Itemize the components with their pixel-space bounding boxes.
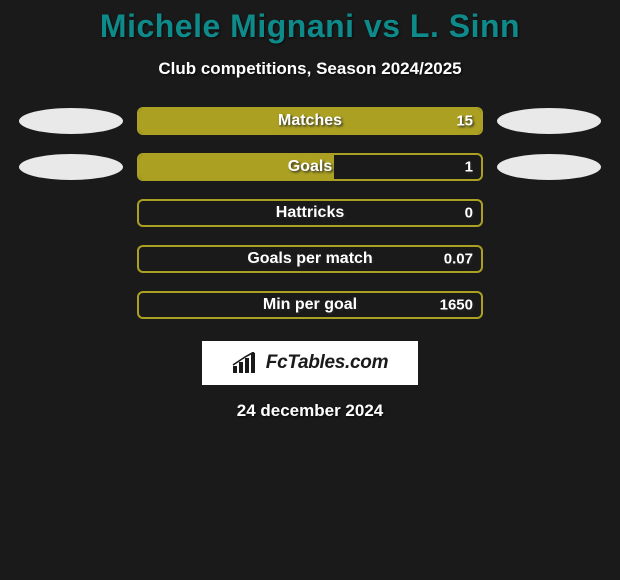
stat-label: Matches bbox=[278, 112, 342, 130]
stat-bar: Min per goal 1650 bbox=[137, 291, 483, 319]
stat-bar: Hattricks 0 bbox=[137, 199, 483, 227]
stat-label: Min per goal bbox=[263, 296, 357, 314]
logo-text: FcTables.com bbox=[266, 352, 388, 374]
stat-value: 1650 bbox=[440, 297, 473, 314]
stat-label: Goals per match bbox=[247, 250, 372, 268]
stat-bar: Goals per match 0.07 bbox=[137, 245, 483, 273]
stat-row: Goals 1 bbox=[0, 153, 620, 181]
left-ellipse bbox=[19, 108, 123, 134]
right-ellipse bbox=[497, 108, 601, 134]
stat-row: Goals per match 0.07 bbox=[0, 245, 620, 273]
stat-value: 0 bbox=[465, 205, 473, 222]
stat-label: Hattricks bbox=[276, 204, 344, 222]
stat-bar: Matches 15 bbox=[137, 107, 483, 135]
stat-row: Hattricks 0 bbox=[0, 199, 620, 227]
right-ellipse bbox=[497, 154, 601, 180]
chart-container: Michele Mignani vs L. Sinn Club competit… bbox=[0, 0, 620, 421]
stat-bar: Goals 1 bbox=[137, 153, 483, 181]
stat-value: 15 bbox=[456, 113, 473, 130]
page-title: Michele Mignani vs L. Sinn bbox=[0, 8, 620, 45]
stat-value: 0.07 bbox=[444, 251, 473, 268]
stat-row: Matches 15 bbox=[0, 107, 620, 135]
stat-value: 1 bbox=[465, 159, 473, 176]
logo-box: FcTables.com bbox=[202, 341, 418, 385]
subtitle: Club competitions, Season 2024/2025 bbox=[0, 59, 620, 79]
bar-chart-icon bbox=[232, 352, 260, 374]
stat-row: Min per goal 1650 bbox=[0, 291, 620, 319]
left-ellipse bbox=[19, 154, 123, 180]
date-label: 24 december 2024 bbox=[0, 401, 620, 421]
stats-list: Matches 15 Goals 1 Hattricks 0 Goals per match… bbox=[0, 107, 620, 319]
stat-label: Goals bbox=[288, 158, 332, 176]
